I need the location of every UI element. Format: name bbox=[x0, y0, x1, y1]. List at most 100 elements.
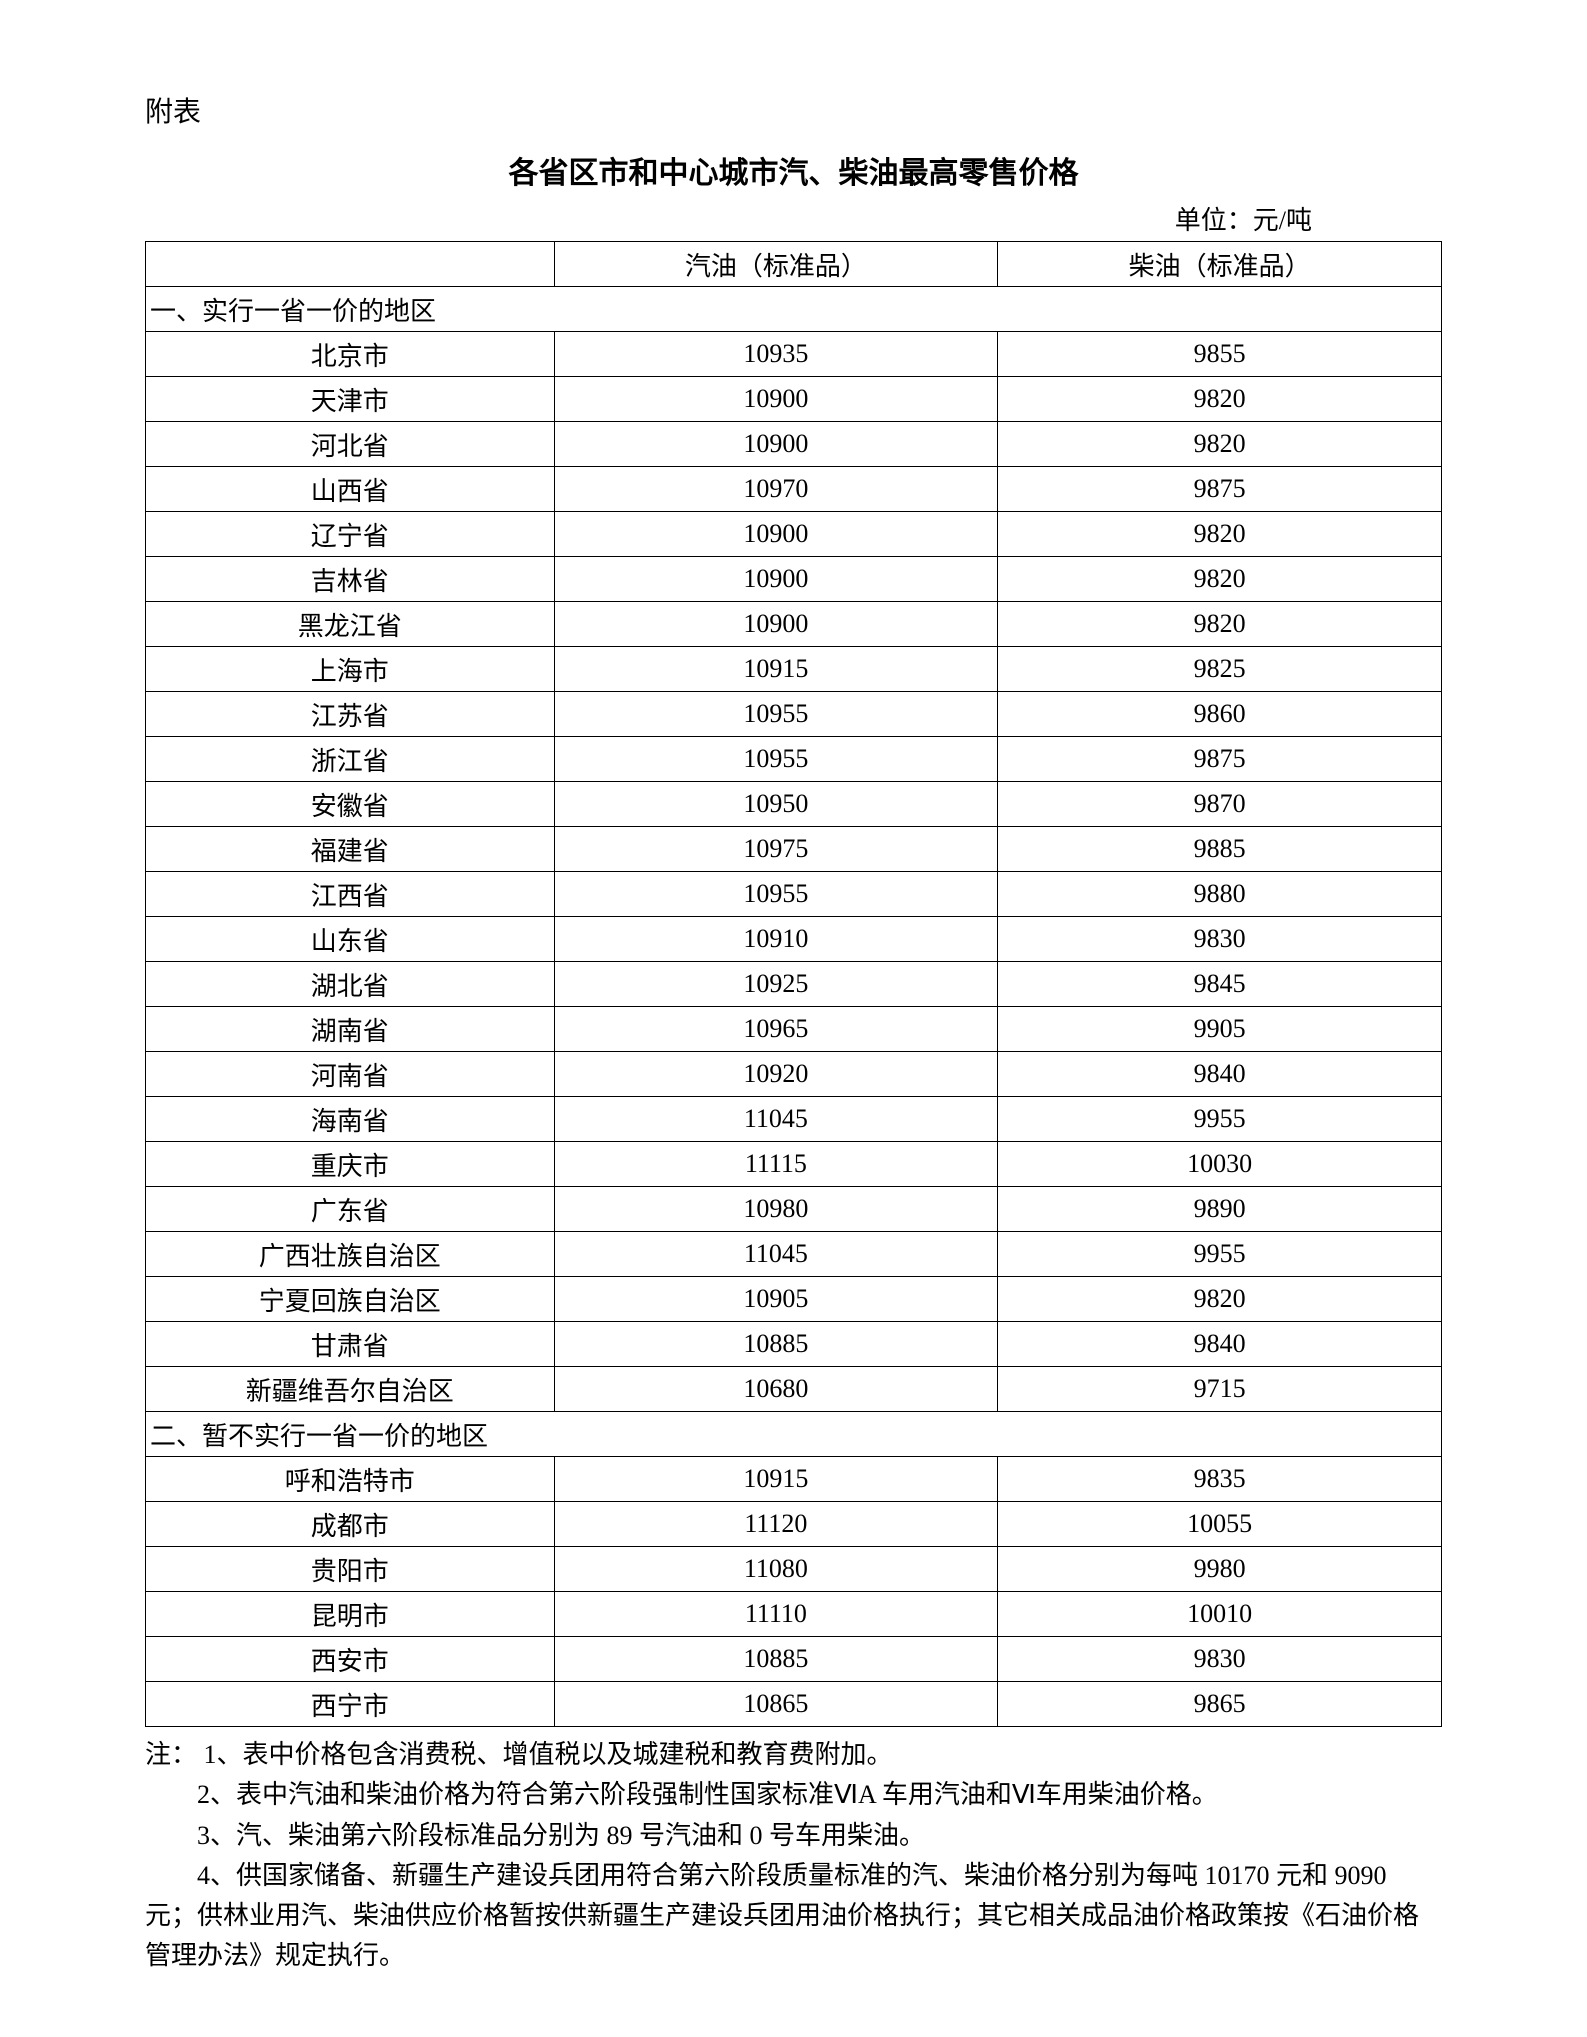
cell-diesel: 9840 bbox=[998, 1322, 1442, 1367]
cell-gasoline: 10915 bbox=[554, 1457, 998, 1502]
cell-gasoline: 11120 bbox=[554, 1502, 998, 1547]
section-header-cell: 二、暂不实行一省一价的地区 bbox=[146, 1412, 1442, 1457]
footnotes: 注： 1、表中价格包含消费税、增值税以及城建税和教育费附加。 2、表中汽油和柴油… bbox=[145, 1735, 1442, 1977]
cell-gasoline: 10970 bbox=[554, 467, 998, 512]
table-row: 黑龙江省109009820 bbox=[146, 602, 1442, 647]
section-header-row: 二、暂不实行一省一价的地区 bbox=[146, 1412, 1442, 1457]
cell-region: 福建省 bbox=[146, 827, 555, 872]
cell-gasoline: 10950 bbox=[554, 782, 998, 827]
cell-diesel: 9825 bbox=[998, 647, 1442, 692]
table-row: 福建省109759885 bbox=[146, 827, 1442, 872]
cell-gasoline: 10905 bbox=[554, 1277, 998, 1322]
cell-gasoline: 11110 bbox=[554, 1592, 998, 1637]
cell-region: 西安市 bbox=[146, 1637, 555, 1682]
table-row: 吉林省109009820 bbox=[146, 557, 1442, 602]
unit-label: 单位：元/吨 bbox=[145, 200, 1442, 237]
footnote-2: 2、表中汽油和柴油价格为符合第六阶段强制性国家标准ⅥA 车用汽油和Ⅵ车用柴油价格… bbox=[145, 1775, 1442, 1815]
cell-diesel: 9840 bbox=[998, 1052, 1442, 1097]
cell-diesel: 9820 bbox=[998, 1277, 1442, 1322]
cell-region: 昆明市 bbox=[146, 1592, 555, 1637]
cell-gasoline: 10900 bbox=[554, 512, 998, 557]
cell-region: 湖北省 bbox=[146, 962, 555, 1007]
header-gasoline: 汽油（标准品） bbox=[554, 242, 998, 287]
cell-diesel: 9820 bbox=[998, 602, 1442, 647]
table-row: 浙江省109559875 bbox=[146, 737, 1442, 782]
table-row: 西宁市108659865 bbox=[146, 1682, 1442, 1727]
cell-gasoline: 10900 bbox=[554, 422, 998, 467]
cell-diesel: 9875 bbox=[998, 467, 1442, 512]
cell-diesel: 9855 bbox=[998, 332, 1442, 377]
cell-gasoline: 11045 bbox=[554, 1097, 998, 1142]
table-row: 山西省109709875 bbox=[146, 467, 1442, 512]
table-row: 上海市109159825 bbox=[146, 647, 1442, 692]
cell-region: 吉林省 bbox=[146, 557, 555, 602]
section-header-row: 一、实行一省一价的地区 bbox=[146, 287, 1442, 332]
cell-diesel: 9715 bbox=[998, 1367, 1442, 1412]
cell-diesel: 9875 bbox=[998, 737, 1442, 782]
cell-diesel: 10010 bbox=[998, 1592, 1442, 1637]
cell-diesel: 9885 bbox=[998, 827, 1442, 872]
cell-gasoline: 10900 bbox=[554, 602, 998, 647]
cell-gasoline: 10980 bbox=[554, 1187, 998, 1232]
table-row: 山东省109109830 bbox=[146, 917, 1442, 962]
cell-region: 浙江省 bbox=[146, 737, 555, 782]
cell-region: 新疆维吾尔自治区 bbox=[146, 1367, 555, 1412]
cell-region: 宁夏回族自治区 bbox=[146, 1277, 555, 1322]
cell-gasoline: 11080 bbox=[554, 1547, 998, 1592]
cell-region: 呼和浩特市 bbox=[146, 1457, 555, 1502]
cell-diesel: 9955 bbox=[998, 1232, 1442, 1277]
table-row: 湖南省109659905 bbox=[146, 1007, 1442, 1052]
table-row: 天津市109009820 bbox=[146, 377, 1442, 422]
cell-gasoline: 10910 bbox=[554, 917, 998, 962]
cell-region: 安徽省 bbox=[146, 782, 555, 827]
prefix-label: 附表 bbox=[145, 90, 1442, 130]
cell-diesel: 9845 bbox=[998, 962, 1442, 1007]
table-row: 贵阳市110809980 bbox=[146, 1547, 1442, 1592]
page-title: 各省区市和中心城市汽、柴油最高零售价格 bbox=[145, 148, 1442, 192]
cell-region: 江苏省 bbox=[146, 692, 555, 737]
cell-region: 江西省 bbox=[146, 872, 555, 917]
cell-gasoline: 10680 bbox=[554, 1367, 998, 1412]
cell-gasoline: 10900 bbox=[554, 377, 998, 422]
section-header-cell: 一、实行一省一价的地区 bbox=[146, 287, 1442, 332]
cell-diesel: 9820 bbox=[998, 422, 1442, 467]
cell-region: 山西省 bbox=[146, 467, 555, 512]
footnote-3: 3、汽、柴油第六阶段标准品分别为 89 号汽油和 0 号车用柴油。 bbox=[145, 1816, 1442, 1856]
cell-region: 贵阳市 bbox=[146, 1547, 555, 1592]
footnote-1: 注： 1、表中价格包含消费税、增值税以及城建税和教育费附加。 bbox=[145, 1735, 1442, 1775]
table-row: 新疆维吾尔自治区106809715 bbox=[146, 1367, 1442, 1412]
cell-diesel: 9870 bbox=[998, 782, 1442, 827]
cell-gasoline: 10935 bbox=[554, 332, 998, 377]
table-row: 海南省110459955 bbox=[146, 1097, 1442, 1142]
table-row: 广西壮族自治区110459955 bbox=[146, 1232, 1442, 1277]
cell-region: 北京市 bbox=[146, 332, 555, 377]
footnote-4: 4、供国家储备、新疆生产建设兵团用符合第六阶段质量标准的汽、柴油价格分别为每吨 … bbox=[145, 1856, 1442, 1977]
cell-region: 山东省 bbox=[146, 917, 555, 962]
table-row: 江西省109559880 bbox=[146, 872, 1442, 917]
cell-diesel: 9820 bbox=[998, 557, 1442, 602]
cell-diesel: 9890 bbox=[998, 1187, 1442, 1232]
cell-region: 海南省 bbox=[146, 1097, 555, 1142]
table-row: 成都市1112010055 bbox=[146, 1502, 1442, 1547]
header-region bbox=[146, 242, 555, 287]
cell-region: 广西壮族自治区 bbox=[146, 1232, 555, 1277]
cell-diesel: 9905 bbox=[998, 1007, 1442, 1052]
cell-region: 天津市 bbox=[146, 377, 555, 422]
price-table: 汽油（标准品）柴油（标准品）一、实行一省一价的地区北京市109359855天津市… bbox=[145, 241, 1442, 1727]
table-row: 西安市108859830 bbox=[146, 1637, 1442, 1682]
table-row: 河北省109009820 bbox=[146, 422, 1442, 467]
cell-region: 广东省 bbox=[146, 1187, 555, 1232]
cell-region: 重庆市 bbox=[146, 1142, 555, 1187]
cell-region: 甘肃省 bbox=[146, 1322, 555, 1367]
cell-gasoline: 10920 bbox=[554, 1052, 998, 1097]
cell-region: 河南省 bbox=[146, 1052, 555, 1097]
cell-diesel: 9830 bbox=[998, 1637, 1442, 1682]
table-row: 北京市109359855 bbox=[146, 332, 1442, 377]
cell-gasoline: 10885 bbox=[554, 1322, 998, 1367]
cell-gasoline: 10965 bbox=[554, 1007, 998, 1052]
cell-region: 黑龙江省 bbox=[146, 602, 555, 647]
header-diesel: 柴油（标准品） bbox=[998, 242, 1442, 287]
table-row: 宁夏回族自治区109059820 bbox=[146, 1277, 1442, 1322]
cell-diesel: 9820 bbox=[998, 512, 1442, 557]
cell-region: 成都市 bbox=[146, 1502, 555, 1547]
